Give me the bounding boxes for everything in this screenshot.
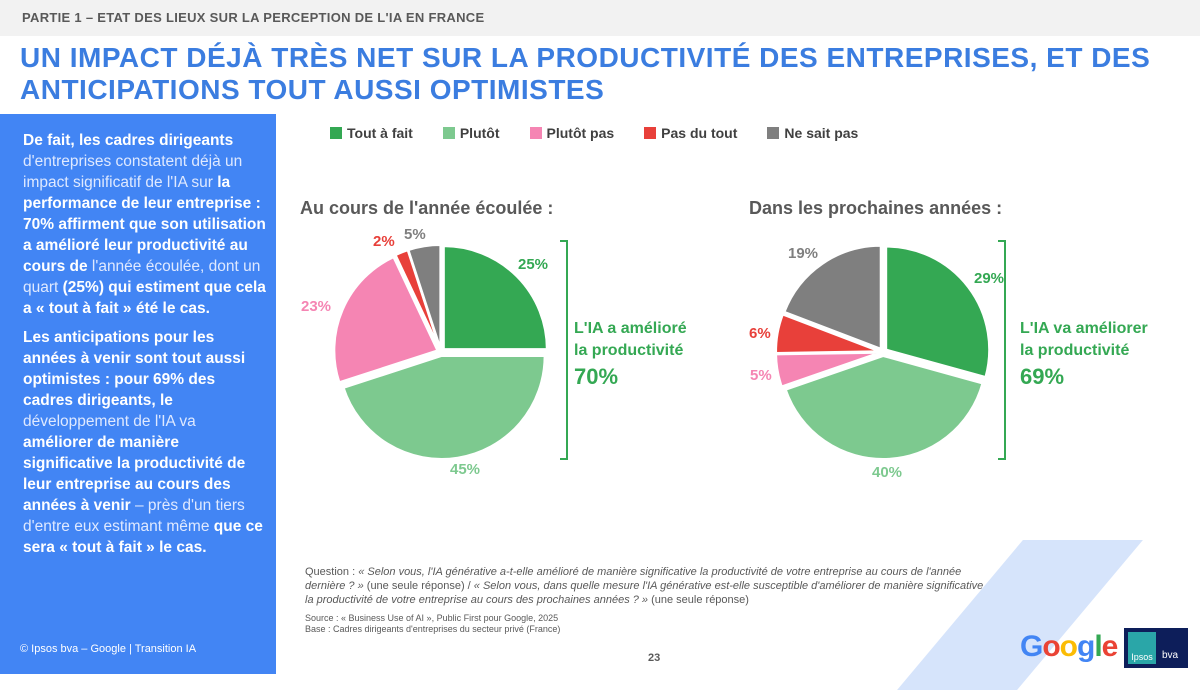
chart-title-past: Au cours de l'année écoulée :	[300, 198, 554, 218]
chart-title-future: Dans les prochaines années :	[749, 198, 1003, 218]
annotation-text: L'IA va améliorer	[1020, 320, 1148, 337]
data-label: 2%	[373, 233, 395, 250]
annotation-text: la productivité	[574, 342, 684, 359]
legend-item: Tout à fait	[330, 125, 413, 141]
text-bold: (25%) qui estiment que cela a « tout à f…	[23, 279, 266, 317]
legend-item: Ne sait pas	[767, 125, 858, 141]
legend-label: Ne sait pas	[784, 125, 859, 141]
legend: Tout à fait Plutôt Plutôt pas Pas du tou…	[330, 125, 888, 141]
pie-slice-plut-t	[784, 354, 984, 460]
pie-slice-ne-sait-pas	[407, 244, 442, 349]
legend-item: Pas du tout	[644, 125, 737, 141]
text-bold: Les anticipations pour les années à veni…	[23, 329, 246, 409]
question-2: « Selon vous, dans quelle mesure l'IA gé…	[305, 580, 984, 606]
note-suffix: (une seule réponse) /	[363, 580, 474, 592]
legend-swatch	[767, 127, 780, 139]
annotation-total: 69%	[1020, 364, 1065, 389]
text-bold: que ce sera « tout à fait » le cas.	[23, 518, 263, 556]
pie-slice-tout-fait	[442, 245, 548, 351]
legend-swatch	[330, 127, 342, 139]
annotation-text: L'IA a amélioré	[574, 320, 687, 337]
data-label: 6%	[749, 325, 771, 342]
annotation-past: L'IA a amélioré la productivité 70%	[574, 318, 687, 392]
data-label: 40%	[872, 464, 903, 481]
pie-slice-plut-t-pas	[775, 351, 880, 388]
top-bar	[0, 0, 1200, 36]
data-label: 5%	[750, 367, 772, 384]
text-bold: De fait, les cadres dirigeants	[23, 132, 234, 149]
copyright: © Ipsos bva – Google | Transition IA	[20, 643, 197, 655]
pie-charts	[333, 244, 991, 460]
annotation-future: L'IA va améliorer la productivité 69%	[1020, 318, 1148, 392]
legend-swatch	[644, 127, 657, 139]
pie-slice-plut-t-pas	[333, 255, 439, 384]
legend-item: Plutôt	[442, 125, 500, 141]
source: Source : « Business Use of AI », Public …	[305, 613, 559, 623]
source-note: Source : « Business Use of AI », Public …	[305, 613, 560, 635]
summary-text: De fait, les cadres dirigeants d'entrepr…	[23, 130, 268, 566]
data-label: 25%	[518, 256, 549, 273]
data-label: 45%	[450, 461, 481, 478]
legend-item: Plutôt pas	[529, 125, 615, 141]
legend-label: Plutôt pas	[546, 125, 615, 141]
annotation-text: la productivité	[1020, 342, 1130, 359]
data-label: 19%	[788, 245, 819, 262]
note-label: Question :	[305, 566, 359, 578]
summary-panel	[0, 114, 276, 674]
pie-slice-pas-du-tout	[775, 313, 880, 354]
text-bold: la performance de leur entreprise : 70% …	[23, 174, 266, 275]
page-number: 23	[648, 652, 661, 664]
google-logo: Google	[1020, 630, 1118, 663]
text-bold: améliorer de manière significative la pr…	[23, 434, 246, 514]
text-light: l'année écoulée, dont un quart	[23, 258, 261, 296]
pie-slice-tout-fait	[885, 245, 991, 379]
page-title: UN IMPACT DÉJÀ TRÈS NET SUR LA PRODUCTIV…	[20, 42, 1151, 105]
legend-label: Plutôt	[459, 125, 500, 141]
annotation-total: 70%	[574, 364, 619, 389]
text-light: d'entreprises constatent déjà un impact …	[23, 153, 243, 191]
question-1: « Selon vous, l'IA générative a-t-elle a…	[305, 566, 962, 592]
ipsos-bva-logo: Ipsos bva	[1124, 628, 1188, 668]
legend-label: Tout à fait	[347, 125, 413, 141]
data-label: 5%	[404, 226, 426, 243]
legend-swatch	[442, 127, 455, 139]
question-note: Question : « Selon vous, l'IA générative…	[305, 565, 985, 607]
data-label: 23%	[301, 298, 332, 315]
text-light: – près d'un tiers d'entre eux estimant m…	[23, 497, 245, 535]
pie-slice-plut-t	[342, 354, 546, 460]
legend-swatch	[529, 127, 542, 139]
bracket	[560, 240, 568, 460]
base: Base : Cadres dirigeants d'entreprises d…	[305, 624, 561, 634]
bracket	[998, 240, 1006, 460]
pie-slice-ne-sait-pas	[783, 244, 882, 351]
section-label: PARTIE 1 – ETAT DES LIEUX SUR LA PERCEPT…	[22, 10, 485, 25]
note-suffix: (une seule réponse)	[648, 594, 749, 606]
data-label: 29%	[974, 270, 1005, 287]
legend-label: Pas du tout	[661, 125, 738, 141]
text-light: développement de l'IA va	[23, 413, 196, 430]
